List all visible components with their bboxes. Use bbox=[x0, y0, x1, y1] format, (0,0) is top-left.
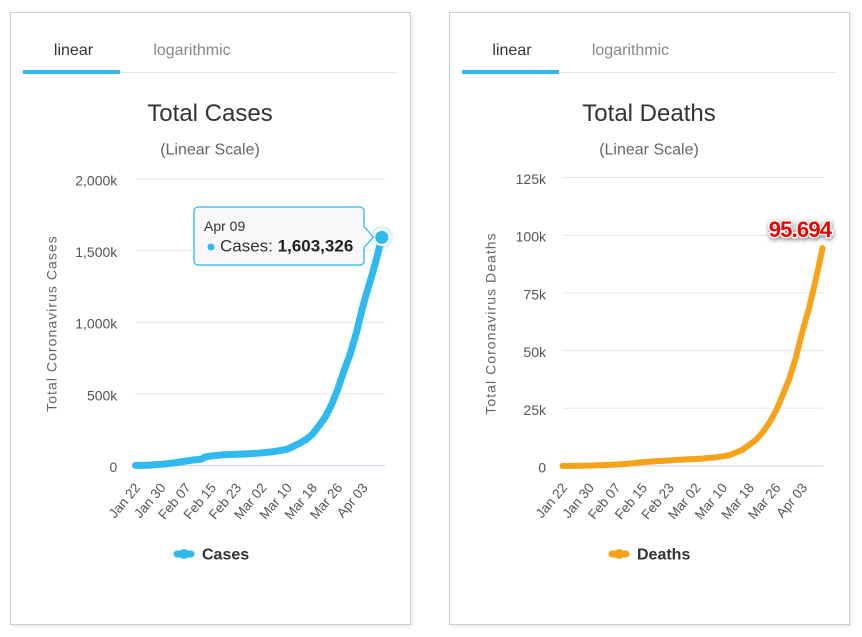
svg-text:(Linear Scale): (Linear Scale) bbox=[599, 142, 699, 159]
svg-text:125k: 125k bbox=[515, 171, 546, 187]
svg-text:1,500k: 1,500k bbox=[75, 244, 118, 260]
svg-text:500k: 500k bbox=[87, 387, 118, 403]
svg-text:95.694: 95.694 bbox=[768, 217, 832, 242]
svg-text:0: 0 bbox=[538, 460, 546, 476]
svg-text:Apr 09: Apr 09 bbox=[204, 218, 245, 234]
svg-text:Total Deaths: Total Deaths bbox=[582, 100, 715, 127]
svg-text:(Linear Scale): (Linear Scale) bbox=[160, 142, 260, 159]
svg-text:Total Coronavirus Cases: Total Coronavirus Cases bbox=[44, 235, 60, 412]
svg-text:50k: 50k bbox=[523, 344, 547, 360]
svg-text:Total Coronavirus Deaths: Total Coronavirus Deaths bbox=[482, 232, 498, 414]
svg-text:100k: 100k bbox=[515, 229, 546, 245]
svg-text:Cases: Cases bbox=[202, 547, 249, 564]
svg-text:25k: 25k bbox=[523, 402, 547, 418]
svg-text:Total Cases: Total Cases bbox=[147, 100, 272, 127]
svg-text:Deaths: Deaths bbox=[637, 547, 690, 564]
svg-text:0: 0 bbox=[110, 459, 118, 475]
svg-text:Cases: 1,603,326: Cases: 1,603,326 bbox=[220, 237, 353, 256]
svg-text:95.694: 95.694 bbox=[768, 217, 832, 242]
svg-text:75k: 75k bbox=[523, 286, 547, 302]
svg-text:2,000k: 2,000k bbox=[75, 173, 118, 189]
svg-text:1,000k: 1,000k bbox=[75, 316, 118, 332]
